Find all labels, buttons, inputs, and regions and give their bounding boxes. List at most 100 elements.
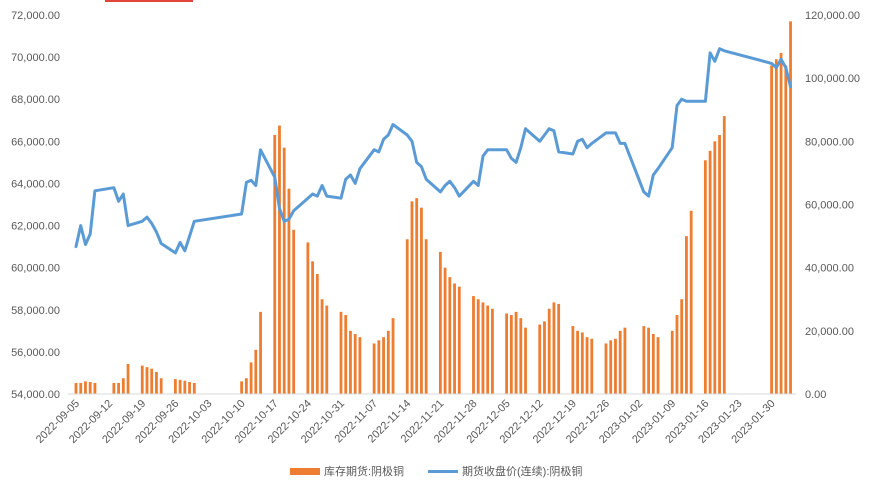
inventory-bar [453, 283, 456, 394]
inventory-bar [159, 378, 163, 394]
inventory-bar [491, 308, 494, 394]
inventory-bar [273, 135, 277, 394]
y-right-tick-label: 120,000.00 [805, 10, 860, 22]
inventory-bar [386, 330, 390, 394]
inventory-bar [358, 337, 362, 394]
inventory-bar [438, 251, 442, 394]
inventory-bar [784, 65, 788, 395]
inventory-bar [443, 267, 447, 394]
inventory-bar [604, 343, 608, 394]
price-series-line [74, 47, 792, 255]
inventory-bar [524, 327, 527, 394]
inventory-bar [282, 147, 286, 394]
inventory-bar [552, 302, 556, 394]
inventory-bar [448, 277, 452, 394]
inventory-bar [192, 382, 196, 394]
inventory-bar [415, 198, 419, 394]
inventory-bar [547, 308, 551, 394]
legend-label-price: 期货收盘价(连续):阴极铜 [462, 464, 582, 478]
inventory-bar [708, 150, 712, 394]
inventory-bar [420, 207, 423, 394]
inventory-bar [173, 379, 177, 394]
y-left-tick-label: 58,000.00 [11, 305, 60, 317]
inventory-bar [519, 318, 523, 394]
y-right-tick-label: 100,000.00 [805, 73, 860, 85]
y-right-tick-label: 60,000.00 [805, 200, 854, 212]
inventory-bar [680, 299, 684, 394]
inventory-bar [244, 378, 248, 394]
y-right-tick-label: 40,000.00 [805, 263, 854, 275]
inventory-bar [344, 315, 348, 394]
inventory-bar [353, 333, 357, 394]
inventory-bar [382, 337, 385, 394]
inventory-bar [774, 59, 778, 394]
inventory-bar [557, 303, 561, 394]
inventory-bar [254, 349, 258, 394]
price-line [74, 47, 792, 255]
inventory-bar [292, 229, 296, 394]
inventory-bar [287, 188, 291, 394]
inventory-bar [538, 324, 542, 394]
y-left-tick-label: 60,000.00 [11, 263, 60, 275]
inventory-bar [126, 363, 130, 394]
inventory-bar [718, 135, 721, 394]
inventory-bar [685, 236, 688, 394]
y-left-tick-label: 68,000.00 [11, 94, 60, 106]
inventory-bar [590, 338, 594, 394]
inventory-bar [320, 299, 324, 394]
inventory-bar [424, 239, 428, 394]
inventory-bar [377, 340, 381, 394]
inventory-bar [481, 302, 485, 394]
inventory-bar [178, 379, 182, 394]
inventory-bar [150, 368, 154, 394]
inventory-bar [84, 381, 87, 394]
inventory-bar [339, 311, 343, 394]
y-left-tick-label: 66,000.00 [11, 136, 60, 148]
inventory-bar [779, 52, 783, 395]
inventory-bar [476, 299, 480, 394]
axes: 54,000.00 56,000.00 58,000.00 60,000.00 62,0… [11, 10, 860, 446]
inventory-bar [472, 296, 475, 394]
inventory-bars [74, 21, 792, 395]
y-right-tick-label: 20,000.00 [805, 326, 854, 338]
y-left-tick-label: 56,000.00 [11, 347, 60, 359]
inventory-bar [325, 305, 329, 394]
inventory-bar [311, 261, 315, 394]
inventory-bar [576, 330, 579, 394]
inventory-bar [647, 327, 650, 394]
inventory-bar [249, 362, 253, 394]
inventory-bar [585, 337, 589, 394]
inventory-bar [722, 116, 726, 395]
inventory-bar [642, 326, 646, 394]
inventory-bar [703, 160, 707, 394]
inventory-bar [675, 315, 679, 394]
y-right-tick-label: 0.00 [805, 389, 826, 401]
top-accent-bar [105, 0, 193, 2]
y-right-tick-label: 80,000.00 [805, 136, 854, 148]
inventory-bar [651, 333, 655, 394]
inventory-bar [789, 21, 792, 395]
inventory-bar [372, 343, 376, 394]
inventory-bar [121, 378, 125, 394]
y-left-tick-label: 62,000.00 [11, 221, 60, 233]
inventory-bar [88, 381, 92, 394]
inventory-bar [656, 337, 660, 394]
inventory-bar [618, 330, 622, 394]
legend: 库存期货:阴极铜 期货收盘价(连续):阴极铜 [290, 464, 582, 478]
inventory-bar [571, 326, 575, 394]
inventory-bar [74, 382, 78, 394]
inventory-bar [623, 327, 627, 394]
inventory-bar [259, 311, 262, 394]
inventory-bar [117, 382, 120, 394]
inventory-bar [391, 318, 395, 394]
legend-label-inventory: 库存期货:阴极铜 [324, 464, 404, 478]
inventory-bar [93, 382, 97, 394]
inventory-bar [145, 367, 149, 394]
inventory-bar [770, 65, 774, 395]
y-left-tick-label: 64,000.00 [11, 178, 60, 190]
inventory-bar [543, 321, 546, 394]
y-left-tick-label: 70,000.00 [11, 52, 60, 64]
inventory-bar [306, 242, 310, 394]
